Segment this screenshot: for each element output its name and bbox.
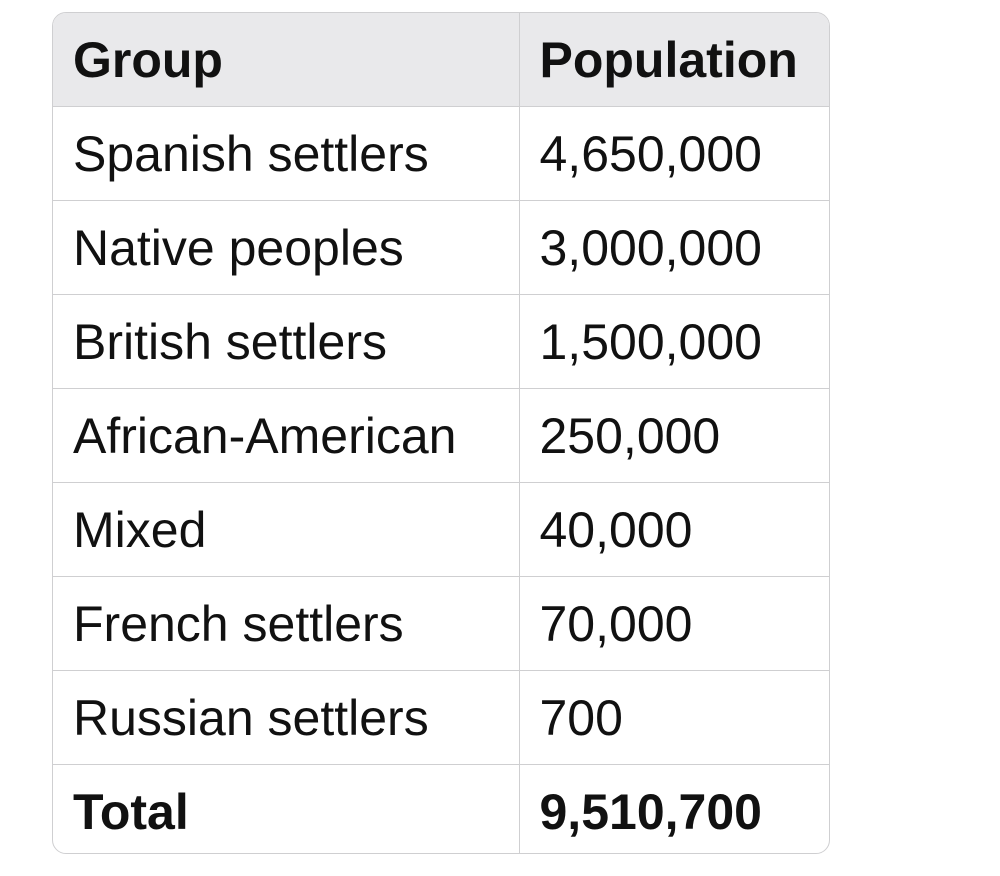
total-value: 9,510,700 (518, 764, 829, 853)
cell-group: African-American (53, 388, 519, 483)
cell-group: French settlers (53, 576, 519, 671)
cell-population: 40,000 (518, 482, 829, 577)
cell-group: Native peoples (53, 200, 519, 295)
cell-group: Mixed (53, 482, 519, 577)
cell-population: 70,000 (518, 576, 829, 671)
cell-group: Russian settlers (53, 670, 519, 765)
table-header-row: Group Population (53, 13, 829, 107)
table-row: Russian settlers 700 (53, 670, 829, 765)
cell-population: 1,500,000 (518, 294, 829, 389)
cell-population: 3,000,000 (518, 200, 829, 295)
cell-population: 700 (518, 670, 829, 765)
cell-population: 250,000 (518, 388, 829, 483)
population-table-container: Group Population Spanish settlers 4,650,… (52, 12, 830, 854)
table-row: French settlers 70,000 (53, 576, 829, 671)
header-population: Population (518, 13, 829, 107)
table-row: African-American 250,000 (53, 388, 829, 483)
table-row: Mixed 40,000 (53, 482, 829, 577)
table-row: British settlers 1,500,000 (53, 294, 829, 389)
total-row: Total 9,510,700 (53, 764, 829, 853)
population-table: Group Population Spanish settlers 4,650,… (53, 13, 829, 853)
cell-group: Spanish settlers (53, 106, 519, 201)
total-label: Total (73, 783, 189, 840)
table-row: Native peoples 3,000,000 (53, 200, 829, 295)
cell-population: 4,650,000 (518, 106, 829, 201)
header-group: Group (53, 13, 519, 107)
table-row: Spanish settlers 4,650,000 (53, 106, 829, 201)
cell-group: British settlers (53, 294, 519, 389)
